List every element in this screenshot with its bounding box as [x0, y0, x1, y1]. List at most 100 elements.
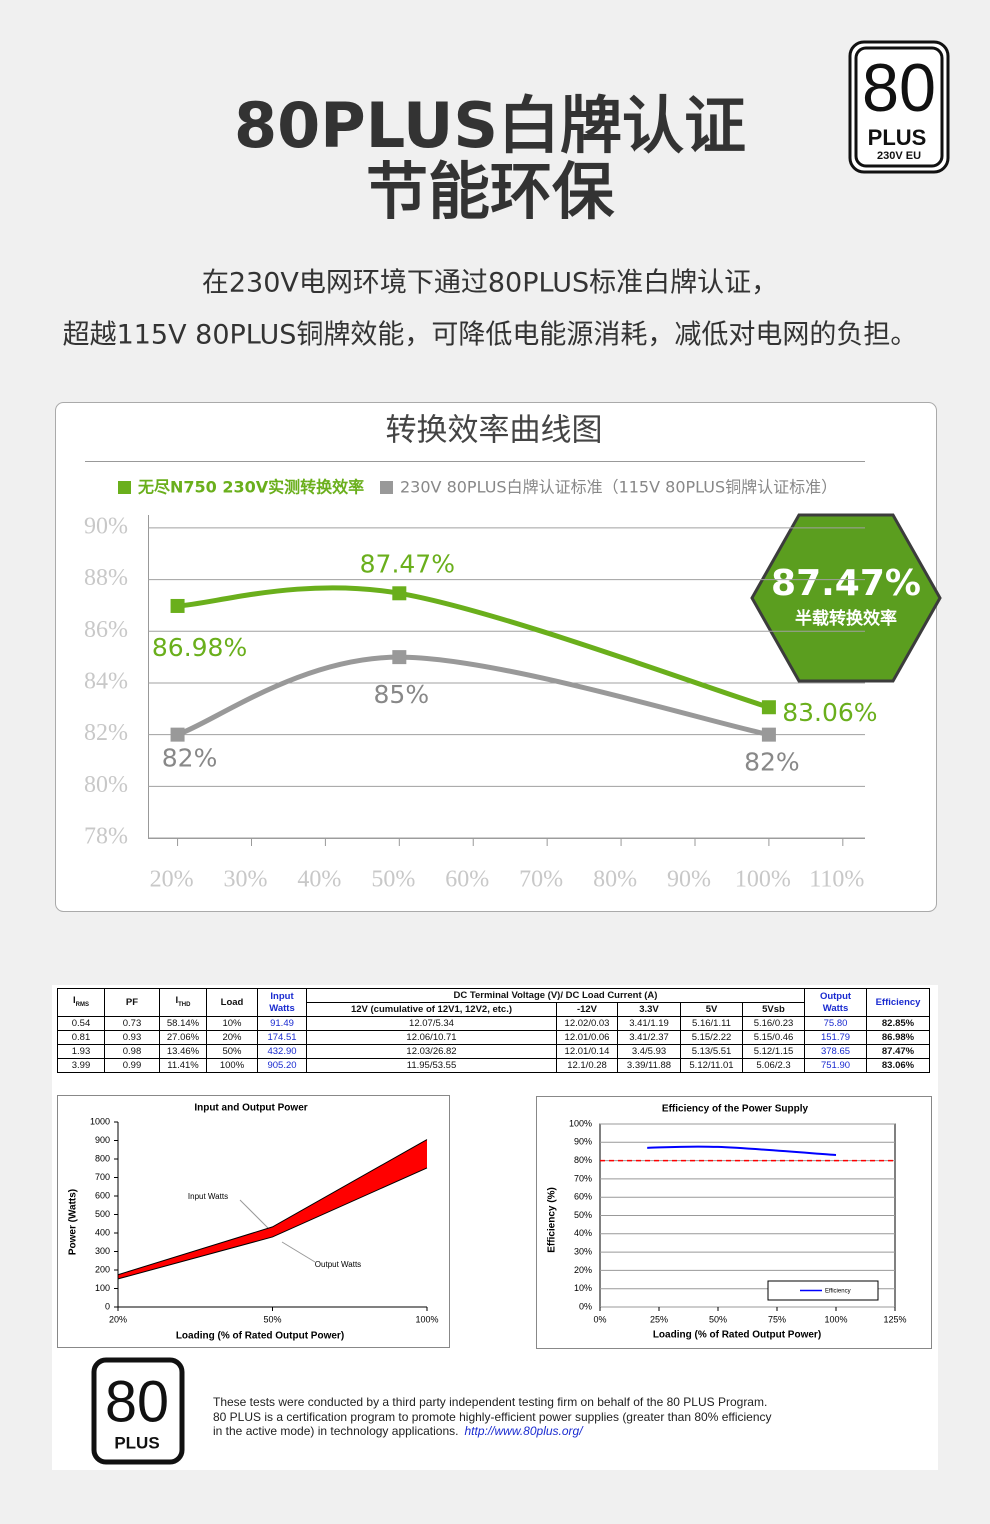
- y-tick-label: 30%: [574, 1246, 592, 1256]
- highlight-caption: 半载转换效率: [795, 608, 897, 629]
- logo-brand: PLUS: [114, 1433, 159, 1452]
- footer-text: These tests were conducted by a third pa…: [213, 1395, 772, 1439]
- table-cell: 3.41/2.37: [617, 1030, 681, 1045]
- x-axis-title: Loading (% of Rated Output Power): [653, 1330, 821, 1341]
- y-tick-label: 400: [95, 1227, 110, 1237]
- table-cell: 91.49: [257, 1016, 307, 1031]
- y-tick-label: 82%: [84, 720, 128, 746]
- table-cell: 5.16/0.23: [741, 1016, 806, 1031]
- header-text: I: [73, 994, 76, 1006]
- table-cell: 87.47%: [866, 1044, 931, 1059]
- x-tick-label: 50%: [263, 1314, 281, 1324]
- y-tick-label: 80%: [574, 1155, 592, 1165]
- highlight-badge: [750, 513, 942, 683]
- table-cell: 12.06/10.71: [306, 1030, 557, 1045]
- x-tick-label: 50%: [709, 1314, 727, 1324]
- table-cell: 5.12/11.01: [680, 1058, 743, 1073]
- series-label: Output Watts: [315, 1260, 361, 1269]
- y-tick-label: 50%: [574, 1210, 592, 1220]
- subtitle: 在230V电网环境下通过80PLUS标准白牌认证，: [202, 268, 778, 299]
- header-cell: 5V: [680, 1002, 743, 1017]
- legend-label: 无尽N750 230V实测转换效率: [137, 478, 364, 497]
- results-table: IRMS PF ITHD Load Input Watts DC Terminal Vol…: [57, 988, 931, 1073]
- badge-brand: PLUS: [868, 125, 927, 150]
- badge-border: [854, 46, 944, 168]
- table-cell: 432.90: [257, 1044, 307, 1059]
- badge-region: 230V EU: [877, 150, 921, 162]
- table-cell: 100%: [206, 1058, 258, 1073]
- footer-line: in the active mode) in technology applic…: [213, 1424, 772, 1439]
- legend-swatch: [118, 481, 131, 494]
- table-cell: 12.1/0.28: [556, 1058, 618, 1073]
- data-point: [170, 598, 185, 613]
- table-row: 0.54 0.73 58.14% 10% 91.49 12.07/5.34 12.02/0.…: [57, 1016, 931, 1031]
- badge-number: 80: [862, 50, 936, 126]
- x-tick-label: 100%: [735, 867, 791, 893]
- x-tick-label: 60%: [445, 867, 489, 893]
- x-tick-label: 75%: [768, 1314, 786, 1324]
- table-cell: 75.80: [804, 1016, 868, 1031]
- header-cell: Load: [206, 988, 258, 1017]
- data-point: [392, 586, 407, 601]
- table-cell: 5.15/2.22: [680, 1030, 743, 1045]
- data-label: 85%: [374, 680, 430, 709]
- legend-swatch: [380, 481, 393, 494]
- footer-url: http://www.80plus.org/: [464, 1424, 583, 1438]
- header-cell: -12V: [556, 1002, 618, 1017]
- y-axis-title: Power (Watts): [68, 1189, 79, 1255]
- y-tick-label: 600: [95, 1190, 110, 1200]
- highlight-value: 87.47%: [771, 563, 921, 604]
- table-cell: 751.90: [804, 1058, 868, 1073]
- y-tick-label: 0%: [579, 1301, 592, 1311]
- y-tick-label: 800: [95, 1153, 110, 1163]
- footer-text: These tests were conducted by a third pa…: [213, 1395, 768, 1409]
- header-cell: Input Watts: [257, 988, 307, 1017]
- table-cell: 3.39/11.88: [617, 1058, 681, 1073]
- footer-text: in the active mode) in technology applic…: [213, 1424, 459, 1438]
- header-cell: ITHD: [159, 988, 207, 1017]
- logo-number: 80: [105, 1369, 169, 1434]
- table-cell: 0.99: [104, 1058, 160, 1073]
- table-cell: 20%: [206, 1030, 258, 1045]
- y-tick-label: 78%: [84, 824, 128, 850]
- y-tick-label: 86%: [84, 617, 128, 643]
- y-tick-label: 88%: [84, 565, 128, 591]
- x-tick-label: 50%: [371, 867, 415, 893]
- y-tick-label: 0: [105, 1301, 110, 1311]
- table-cell: 27.06%: [159, 1030, 207, 1045]
- y-tick-label: 900: [95, 1135, 110, 1145]
- y-tick-label: 10%: [574, 1283, 592, 1293]
- table-cell: 11.95/53.55: [306, 1058, 557, 1073]
- chart-title: Input and Output Power: [194, 1103, 307, 1114]
- table-cell: 82.85%: [866, 1016, 931, 1031]
- series-line: [647, 1145, 837, 1156]
- y-tick-label: 60%: [574, 1192, 592, 1202]
- header-cell: DC Terminal Voltage (V)/ DC Load Current…: [305, 988, 806, 1003]
- footer-text: 80 PLUS is a certification program to pr…: [213, 1409, 772, 1424]
- chart-title: 转换效率曲线图: [386, 413, 603, 449]
- x-tick-label: 110%: [809, 867, 864, 893]
- table-cell: 12.03/26.82: [306, 1044, 557, 1059]
- y-tick-label: 200: [95, 1264, 110, 1274]
- table-cell: 12.02/0.03: [556, 1016, 618, 1031]
- header-sub: THD: [178, 1001, 191, 1008]
- x-tick-label: 20%: [150, 867, 194, 893]
- x-tick-label: 70%: [519, 867, 563, 893]
- x-tick-label: 90%: [667, 867, 711, 893]
- subtitle: 超越115V 80PLUS铜牌效能，可降低电能源消耗，减低对电网的负担。: [63, 320, 918, 351]
- data-label: 82%: [162, 744, 218, 773]
- legend-box: [767, 1280, 879, 1301]
- y-tick-label: 100%: [569, 1118, 592, 1128]
- y-tick-label: 90%: [84, 513, 128, 539]
- y-tick-label: 90%: [574, 1137, 592, 1147]
- header-text: I: [175, 994, 179, 1006]
- table-cell: 174.51: [257, 1030, 307, 1045]
- series-line: [117, 1167, 428, 1280]
- title: 节能环保: [366, 155, 615, 228]
- table-cell: 0.93: [104, 1030, 160, 1045]
- x-tick-label: 0%: [593, 1314, 606, 1324]
- table: IRMS PF ITHD Load Input Watts DC Terminal Vol…: [57, 988, 931, 1073]
- y-tick-label: 500: [95, 1209, 110, 1219]
- header-cell: Output Watts: [804, 988, 868, 1017]
